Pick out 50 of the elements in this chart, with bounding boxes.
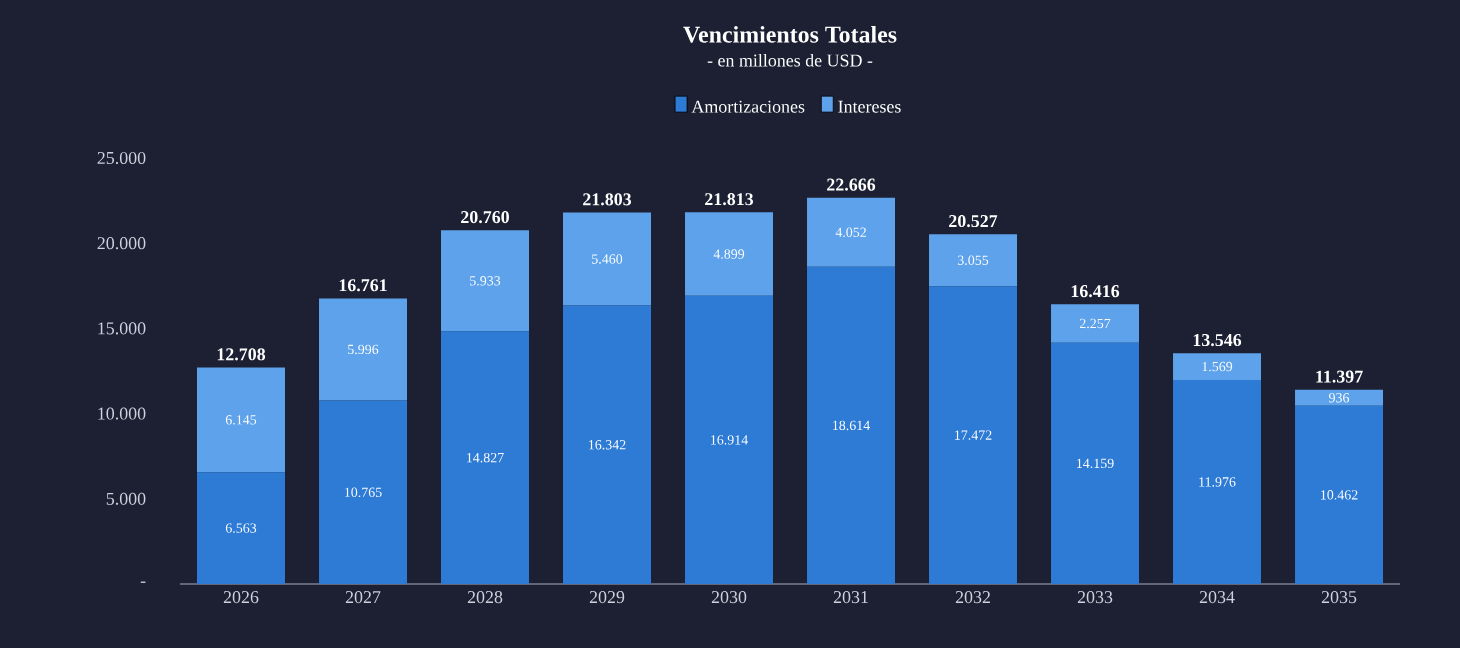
- x-tick-label: 2029: [589, 591, 625, 604]
- bar: [441, 331, 530, 584]
- total-label: 21.803: [583, 193, 632, 206]
- bar: [197, 472, 285, 584]
- bar: [1173, 379, 1262, 584]
- x-tick-label: 2034: [1199, 591, 1235, 604]
- x-tick-label: 2035: [1321, 591, 1357, 604]
- x-tick-label: 2028: [467, 591, 503, 604]
- total-label: 21.813: [705, 193, 754, 206]
- x-tick-label: 2026: [223, 591, 259, 604]
- y-tick-label: -: [140, 581, 146, 583]
- bar: [319, 400, 408, 584]
- bar: [929, 234, 1018, 287]
- total-label: 20.760: [461, 211, 509, 224]
- total-label: 22.666: [827, 178, 876, 191]
- total-label: 20.527: [949, 214, 998, 228]
- bar: [807, 197, 896, 267]
- bar: [441, 230, 530, 332]
- bar: [807, 266, 896, 584]
- x-tick-label: 2033: [1077, 591, 1113, 604]
- legend-label: Intereses: [838, 100, 901, 113]
- bar: [1051, 342, 1140, 584]
- x-tick-label: 2031: [833, 591, 868, 604]
- chart-subtitle: - en millones de USD -: [707, 53, 873, 67]
- bar: [1295, 389, 1384, 406]
- bar: [319, 298, 408, 401]
- bar: [563, 305, 652, 584]
- bar: [1173, 353, 1262, 380]
- x-tick-label: 2032: [955, 591, 990, 604]
- total-label: 16.416: [1071, 285, 1120, 298]
- y-tick-label: 20.000: [97, 237, 146, 250]
- x-tick-label: 2027: [345, 591, 381, 604]
- bar: [563, 212, 652, 306]
- chart-title: Vencimientos Totales: [683, 25, 897, 43]
- y-tick-label: 15.000: [98, 322, 146, 335]
- x-tick-label: 2030: [711, 591, 747, 604]
- total-label: 13.546: [1193, 334, 1242, 347]
- bar: [1051, 304, 1140, 343]
- total-label: 16.761: [339, 279, 387, 292]
- y-tick-label: 5.000: [106, 492, 146, 505]
- total-label: 11.397: [1316, 370, 1363, 383]
- bar: [929, 286, 1018, 584]
- legend-label: Amortizaciones: [691, 100, 805, 113]
- bar: [1295, 405, 1384, 584]
- y-tick-label: 25.000: [97, 151, 146, 165]
- bar: [197, 367, 285, 473]
- bar: [685, 212, 774, 296]
- bar: [685, 295, 774, 584]
- total-label: 12.708: [217, 348, 266, 361]
- y-tick-label: 10.000: [98, 407, 146, 420]
